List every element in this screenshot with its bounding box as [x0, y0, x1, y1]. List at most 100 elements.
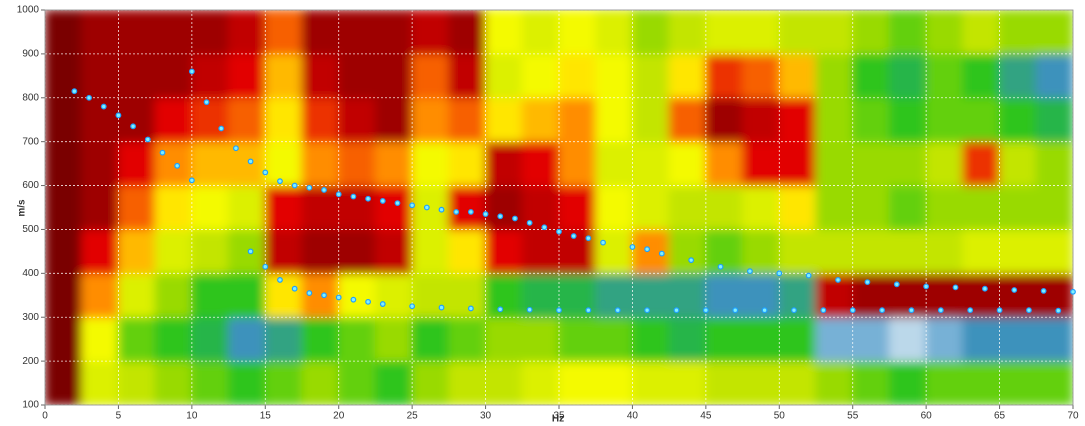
heat-cell	[631, 272, 670, 318]
pick-point	[497, 306, 504, 313]
heat-cell	[374, 141, 413, 187]
heat-cell	[154, 97, 193, 143]
heat-cell	[154, 228, 193, 274]
heat-cell	[521, 10, 560, 55]
heat-cell	[117, 360, 156, 405]
pick-point	[791, 307, 797, 314]
heat-cell	[117, 185, 156, 230]
heat-cell	[631, 141, 670, 187]
pick-point	[262, 169, 269, 176]
picks	[71, 68, 1076, 314]
pick-point	[820, 307, 827, 314]
pick-point	[203, 99, 210, 106]
heat-cell	[852, 360, 890, 405]
pick-point	[967, 307, 974, 314]
x-tick-label: 65	[994, 411, 1006, 422]
heat-cell	[411, 185, 450, 230]
pick-point	[453, 208, 460, 215]
heat-cell	[117, 141, 156, 187]
heat-cell	[154, 272, 193, 318]
heat-cell	[228, 185, 266, 230]
heat-cell	[338, 53, 376, 99]
heat-cell	[411, 10, 450, 55]
heat-cell	[1035, 272, 1073, 318]
heat-cell	[338, 272, 376, 318]
heat-cell	[301, 141, 340, 187]
heat-cell	[1035, 316, 1073, 362]
pick-point	[130, 123, 137, 130]
heat-cell	[228, 272, 266, 318]
pick-point	[864, 279, 871, 286]
heat-cell	[448, 97, 487, 143]
heat-cell	[411, 53, 450, 99]
heat-cell	[301, 228, 340, 274]
pick-point	[188, 68, 195, 75]
heat-cell	[595, 360, 633, 405]
heat-cell	[264, 141, 303, 187]
heat-cell	[925, 185, 964, 230]
pick-point	[937, 307, 944, 314]
heat-cell	[888, 316, 927, 362]
pick-point	[159, 149, 166, 156]
heat-cell	[888, 141, 927, 187]
pick-point	[688, 257, 695, 264]
pick-point	[277, 277, 283, 283]
pick-point	[423, 204, 430, 211]
pick-point	[702, 307, 709, 314]
heat-cell	[448, 141, 487, 187]
heat-cell	[448, 10, 487, 55]
pick-point	[71, 88, 78, 95]
pick-point	[365, 298, 371, 305]
heat-cell	[264, 228, 303, 274]
heat-cell	[374, 316, 413, 362]
heat-cell	[264, 10, 303, 55]
pick-point	[218, 125, 225, 132]
x-tick-label: 30	[480, 411, 492, 422]
heat-cell	[888, 97, 927, 143]
heat-cell	[81, 97, 119, 143]
heat-cell	[448, 360, 487, 405]
heat-cell	[154, 10, 193, 55]
heat-cell	[301, 272, 340, 318]
heat-cell	[81, 360, 119, 405]
heat-cell	[558, 10, 597, 55]
heat-cell	[81, 185, 119, 230]
heat-cell	[485, 360, 523, 405]
pick-point	[673, 307, 680, 314]
heat-cell	[888, 272, 927, 318]
pick-point	[952, 284, 959, 291]
heat-cell	[852, 185, 890, 230]
pick-point	[879, 307, 885, 314]
pick-point	[291, 182, 298, 189]
pick-point	[629, 244, 636, 250]
heat-cell	[521, 316, 560, 362]
heat-cell	[742, 10, 780, 55]
heat-cell	[925, 141, 964, 187]
heat-cell	[191, 185, 230, 230]
heat-cell	[925, 10, 964, 55]
heat-cell	[264, 360, 303, 405]
heat-cell	[45, 185, 83, 230]
heat-cell	[301, 185, 340, 230]
pick-point	[1055, 307, 1062, 314]
heat-cell	[485, 316, 523, 362]
heat-cell	[815, 360, 854, 405]
heat-cell	[411, 141, 450, 187]
heat-cell	[668, 185, 707, 230]
x-tick-label: 15	[260, 411, 272, 422]
pick-point	[306, 184, 313, 191]
heat-cell	[852, 53, 890, 99]
heat-cell	[888, 360, 927, 405]
heat-cell	[228, 360, 266, 405]
y-tick-label: 600	[22, 180, 39, 191]
pick-point	[335, 191, 342, 198]
heat-cell	[705, 228, 744, 274]
y-tick-label: 900	[22, 49, 39, 60]
heat-cell	[191, 53, 230, 99]
heat-cell	[705, 97, 744, 143]
heat-cell	[228, 97, 266, 143]
heat-cell	[411, 316, 450, 362]
heat-cell	[705, 53, 744, 99]
pick-point	[365, 195, 371, 202]
heat-cell	[631, 360, 670, 405]
